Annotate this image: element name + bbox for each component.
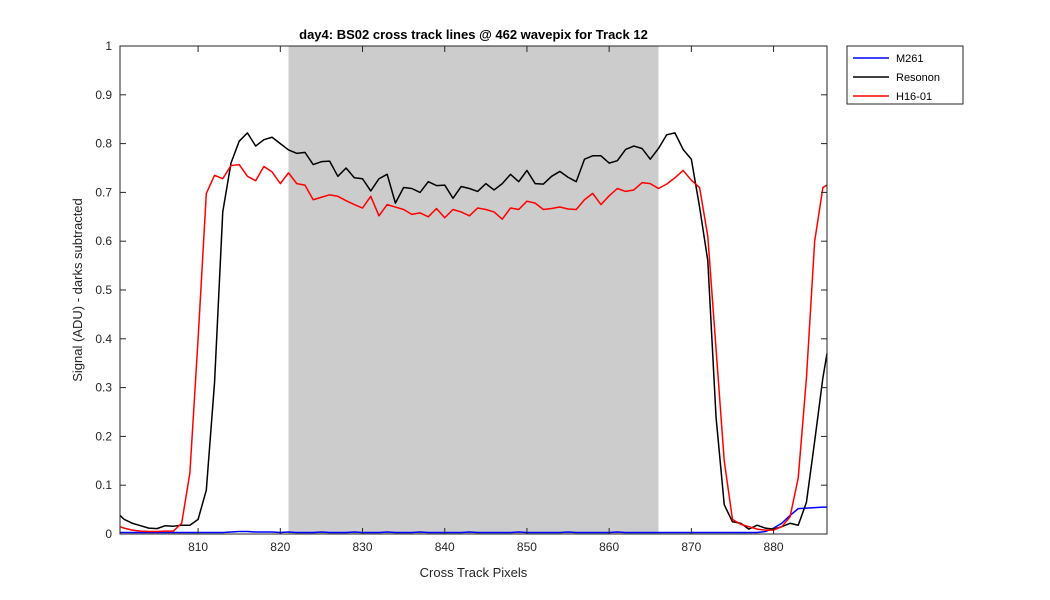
y-tick-label: 0 bbox=[105, 527, 112, 541]
legend: M261 Resonon H16-01 bbox=[846, 45, 964, 105]
y-tick-label: 0.3 bbox=[95, 381, 112, 395]
shaded-region bbox=[288, 46, 659, 534]
x-tick-label: 830 bbox=[353, 540, 373, 554]
y-tick-label: 1 bbox=[105, 39, 112, 53]
y-tick-label: 0.8 bbox=[95, 137, 112, 151]
plot-area bbox=[119, 45, 828, 535]
y-tick-label: 0.1 bbox=[95, 478, 112, 492]
x-tick-label: 880 bbox=[764, 540, 784, 554]
legend-label: M261 bbox=[896, 53, 924, 65]
y-tick-label: 0.5 bbox=[95, 283, 112, 297]
legend-box bbox=[846, 45, 964, 105]
x-tick-label: 850 bbox=[517, 540, 537, 554]
y-tick-label: 0.9 bbox=[95, 88, 112, 102]
x-axis-ticks: 810 820 830 840 850 860 870 880 bbox=[188, 46, 784, 554]
series-layer bbox=[119, 132, 828, 534]
x-tick-label: 870 bbox=[681, 540, 701, 554]
series-line-h16-01 bbox=[119, 163, 828, 533]
x-tick-label: 840 bbox=[435, 540, 455, 554]
x-tick-label: 810 bbox=[188, 540, 208, 554]
x-tick-label: 820 bbox=[270, 540, 290, 554]
y-tick-label: 0.7 bbox=[95, 185, 112, 199]
legend-label: H16-01 bbox=[896, 91, 932, 103]
y-tick-label: 0.4 bbox=[95, 332, 112, 346]
x-axis-label: Cross Track Pixels bbox=[420, 565, 528, 580]
x-tick-label: 860 bbox=[599, 540, 619, 554]
chart-title: day4: BS02 cross track lines @ 462 wavep… bbox=[299, 27, 648, 42]
y-axis-ticks: 0 0.1 0.2 0.3 0.4 0.5 0.6 0.7 0.8 0.9 1 bbox=[95, 39, 827, 541]
y-tick-label: 0.6 bbox=[95, 234, 112, 248]
y-axis-label: Signal (ADU) - darks subtracted bbox=[70, 198, 85, 382]
legend-label: Resonon bbox=[896, 72, 940, 84]
series-line-resonon bbox=[119, 132, 828, 530]
series-line-m261 bbox=[120, 506, 827, 534]
y-tick-label: 0.2 bbox=[95, 429, 112, 443]
